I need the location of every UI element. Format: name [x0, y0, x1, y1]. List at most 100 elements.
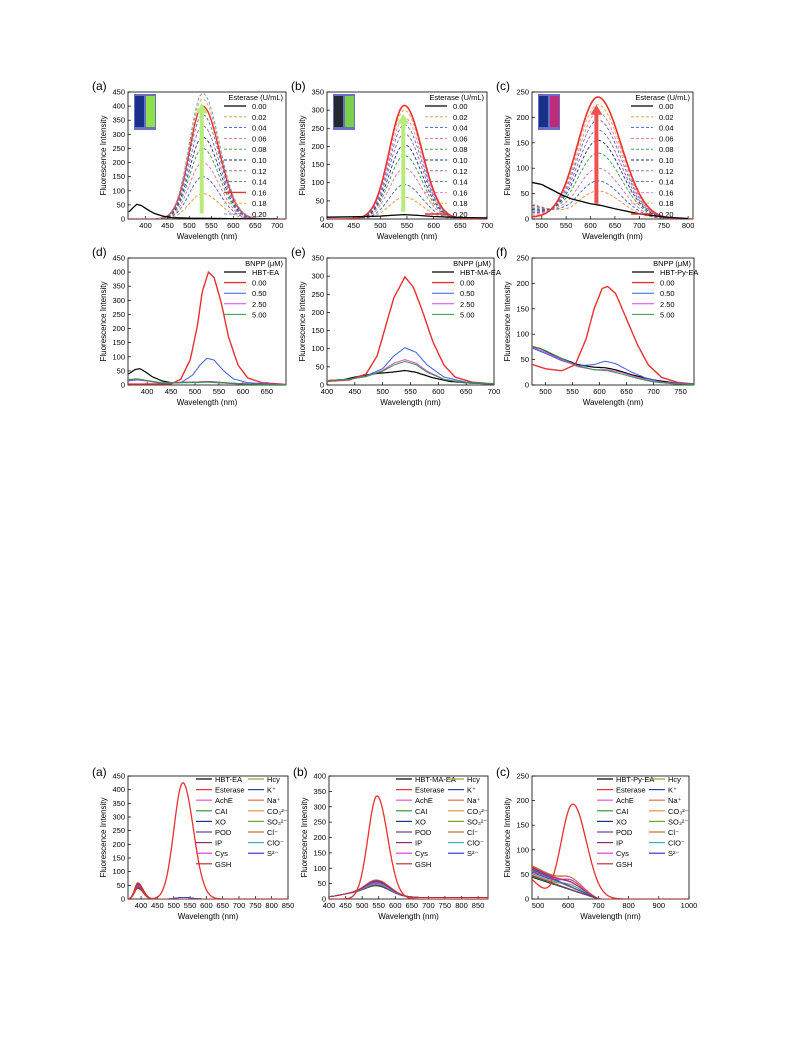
panel-8: 500 600 700 800 900 1000 0 50 100 150 200 250 Wavele…	[496, 765, 697, 921]
x-tick-label: 650	[454, 221, 467, 230]
y-tick-label: 400	[112, 102, 125, 111]
x-tick-label: 600	[432, 387, 445, 396]
x-tick-label: 500	[189, 387, 202, 396]
legend-entry: 2.50	[660, 300, 675, 309]
x-tick-label: 750	[439, 901, 452, 910]
y-tick-label: 150	[311, 326, 324, 335]
series-line	[532, 285, 694, 385]
x-tick-label: 800	[455, 901, 468, 910]
x-tick-label: 400	[139, 221, 152, 230]
series-line	[532, 868, 689, 899]
y-axis-title: Fluorescence Intensity	[503, 797, 512, 877]
legend-entry: SO₃²⁻	[267, 817, 287, 826]
legend-entry: K⁺	[467, 786, 476, 795]
y-tick-label: 100	[311, 344, 324, 353]
legend-entry: 0.10	[252, 156, 267, 165]
increase-arrow-head	[590, 104, 603, 115]
inset-vial-left	[135, 96, 144, 127]
legend-entry: 0.04	[453, 124, 468, 133]
legend-entry: ClO⁻	[267, 839, 284, 848]
legend-entry: Esterase	[415, 786, 445, 795]
panel-label: (b)	[293, 765, 308, 779]
plot-lines	[532, 803, 689, 899]
legend-entry: 0.04	[659, 124, 674, 133]
plot-frame	[127, 775, 289, 900]
x-tick-label: 650	[406, 901, 419, 910]
series-line	[327, 213, 487, 219]
plot-frame	[127, 257, 287, 386]
x-tick-label: 750	[674, 387, 687, 396]
y-tick-label: 400	[112, 785, 125, 794]
x-tick-label: 650	[609, 221, 622, 230]
y-axis-title: Fluorescence Intensity	[298, 115, 307, 195]
y-tick-label: 350	[311, 254, 324, 263]
x-tick-label: 600	[562, 901, 575, 910]
legend-entry: Cys	[616, 849, 629, 858]
x-tick-label: 550	[401, 221, 414, 230]
y-tick-label: 300	[112, 130, 125, 139]
y-tick-label: 50	[521, 189, 529, 198]
x-tick-label: 750	[657, 221, 670, 230]
x-tick-label: 550	[205, 221, 218, 230]
panel-label: (a)	[92, 79, 107, 93]
legend-entry: 0.50	[252, 289, 267, 298]
x-tick-label: 450	[161, 221, 174, 230]
y-tick-label: 100	[112, 352, 125, 361]
plot-frame	[531, 91, 694, 220]
y-tick-label: 150	[112, 172, 125, 181]
panel-3: 400 450 500 550 600 650 0 50 100 150 200 250 300 350 4…	[92, 245, 287, 407]
legend-entry: GSH	[215, 860, 231, 869]
x-tick-label: 550	[566, 387, 579, 396]
x-tick-label: 500	[539, 387, 552, 396]
legend-entry: 0.00	[460, 279, 475, 288]
legend-entry: 0.00	[659, 102, 674, 111]
y-tick-label: 100	[311, 178, 324, 187]
legend-entry: 0.04	[252, 124, 267, 133]
y-tick-label: 300	[313, 802, 326, 811]
y-axis-title: Fluorescence Intensity	[300, 797, 309, 877]
y-tick-label: 150	[112, 338, 125, 347]
legend-entry: 0.00	[252, 279, 267, 288]
x-tick-label: 500	[376, 387, 389, 396]
y-tick-label: 250	[311, 290, 324, 299]
legend-entry: 0.14	[252, 178, 267, 187]
y-tick-label: 450	[112, 88, 125, 97]
series-line	[128, 882, 288, 899]
plot-lines	[128, 782, 288, 899]
series-line	[532, 865, 689, 899]
x-tick-label: 700	[647, 387, 660, 396]
y-tick-label: 200	[112, 158, 125, 167]
x-tick-label: 600	[427, 221, 440, 230]
panel-label: (e)	[291, 245, 306, 259]
legend-entry: 0.00	[252, 102, 267, 111]
y-tick-label: 350	[112, 282, 125, 291]
legend-entry: ClO⁻	[668, 839, 685, 848]
x-tick-label: 450	[349, 387, 362, 396]
x-tick-label: 800	[265, 901, 278, 910]
y-tick-label: 150	[516, 821, 529, 830]
legend-entry: 0.16	[453, 188, 468, 197]
y-tick-label: 300	[112, 296, 125, 305]
y-tick-label: 450	[112, 254, 125, 263]
y-tick-label: 200	[311, 142, 324, 151]
x-axis-title: Wavelength (nm)	[177, 398, 238, 407]
x-tick-label: 800	[622, 901, 635, 910]
y-axis-title: Fluorescence Intensity	[99, 797, 108, 877]
legend-entry: CAI	[616, 807, 629, 816]
legend-entry: HBT-EA	[215, 775, 242, 784]
y-tick-label: 50	[318, 879, 326, 888]
x-tick-label: 700	[592, 901, 605, 910]
series-line	[532, 129, 693, 219]
y-tick-label: 0	[525, 381, 529, 390]
series-line	[329, 880, 488, 898]
y-tick-label: 50	[117, 366, 125, 375]
x-tick-label: 500	[167, 901, 180, 910]
y-tick-label: 150	[516, 304, 529, 313]
y-tick-label: 450	[112, 772, 125, 781]
legend-entry: HBT-Py-EA	[660, 268, 698, 277]
legend-title: Esterase (U/mL)	[635, 93, 690, 102]
legend-entry: SO₃²⁻	[668, 817, 688, 826]
plot-frame	[531, 257, 695, 386]
x-tick-label: 850	[472, 901, 485, 910]
